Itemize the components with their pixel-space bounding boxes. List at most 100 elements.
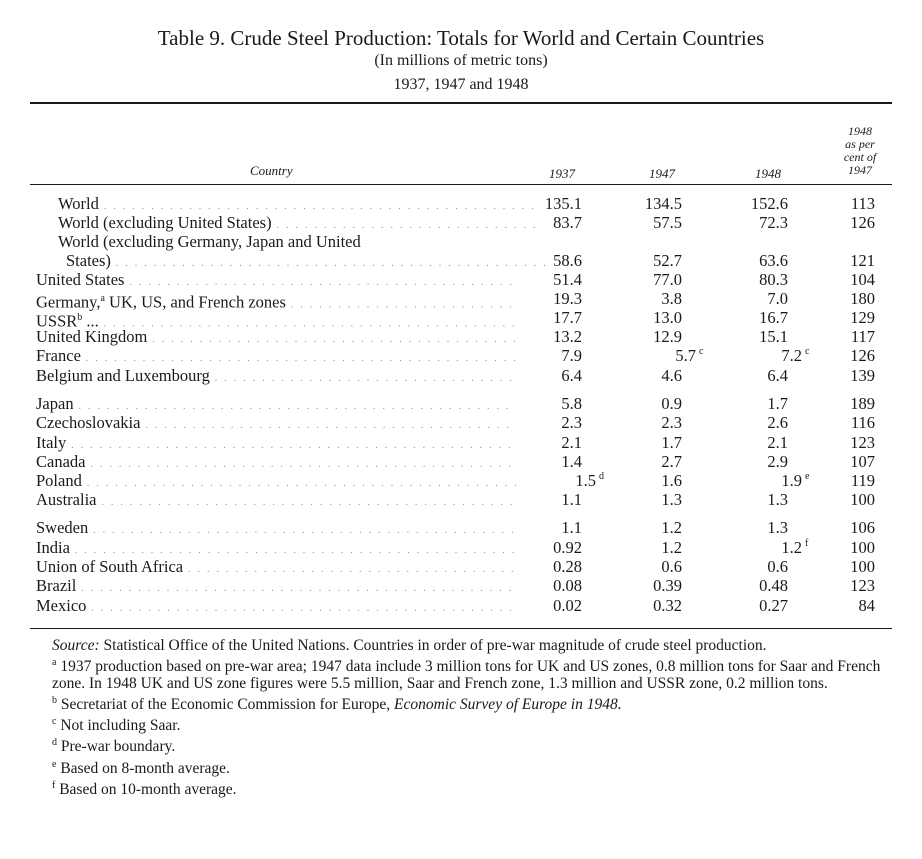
value-1948: 2.1: [718, 433, 788, 452]
value-1937-text: 1.4: [561, 452, 582, 471]
country-cell: Union of South Africa . . . . . . . . . …: [36, 557, 516, 579]
source-text: Statistical Office of the United Nations…: [99, 637, 767, 654]
value-1948-text: 7.2: [781, 346, 802, 365]
country-cell: Poland . . . . . . . . . . . . . . . . .…: [36, 471, 516, 493]
value-1948-text: 6.4: [767, 366, 788, 385]
value-1937: 6.4: [512, 366, 582, 385]
top-rule: [30, 102, 892, 104]
value-1947: 1.3: [612, 490, 682, 509]
table-row: Union of South Africa . . . . . . . . . …: [0, 557, 922, 576]
leader-dots: . . . . . . . . . . . . . . . . . . . . …: [276, 219, 538, 231]
country-name: Japan: [36, 394, 74, 413]
value-1947: 0.32: [612, 596, 682, 615]
country-cell: Japan . . . . . . . . . . . . . . . . . …: [36, 394, 516, 416]
value-percent-text: 100: [850, 490, 875, 509]
country-name: United Kingdom: [36, 327, 148, 346]
leader-dots: . . . . . . . . . . . . . . . . . . . . …: [145, 419, 516, 431]
value-percent-text: 189: [850, 394, 875, 413]
country-name-continued: States) . . . . . . . . . . . . . . . . …: [66, 251, 546, 273]
value-1947-text: 1.7: [661, 433, 682, 452]
value-1937: 83.7: [512, 213, 582, 232]
country-cell: World (excluding Germany, Japan and Unit…: [58, 232, 538, 251]
value-1948-text: 72.3: [759, 213, 788, 232]
value-percent: 126: [805, 213, 875, 232]
value-1948: 15.1: [718, 327, 788, 346]
country-cell: Italy . . . . . . . . . . . . . . . . . …: [36, 433, 516, 455]
value-percent-text: 126: [850, 213, 875, 232]
value-1947: 1.2: [612, 538, 682, 557]
value-percent: 113: [805, 194, 875, 213]
value-1947: 57.5: [612, 213, 682, 232]
value-1947-text: 2.3: [661, 413, 682, 432]
value-1947-text: 2.7: [661, 452, 682, 471]
table-row: Brazil . . . . . . . . . . . . . . . . .…: [0, 576, 922, 595]
value-1947: 12.9: [612, 327, 682, 346]
value-1947: 134.5: [612, 194, 682, 213]
country-cell: United Kingdom . . . . . . . . . . . . .…: [36, 327, 516, 349]
value-1937-text: 0.08: [553, 576, 582, 595]
value-1947-text: 1.3: [661, 490, 682, 509]
value-1947-text: 52.7: [653, 251, 682, 270]
leader-dots: . . . . . . . . . . . . . . . . . . . . …: [103, 200, 538, 212]
leader-dots: . . . . . . . . . . . . . . . . . . . . …: [101, 496, 516, 508]
value-percent-text: 104: [850, 270, 875, 289]
value-percent: 139: [805, 366, 875, 385]
value-1937-text: 0.92: [553, 538, 582, 557]
country-name-rest: UK, US, and French zones: [104, 292, 286, 312]
header-1947: 1947: [649, 166, 675, 181]
value-1947: 52.7: [612, 251, 682, 270]
value-1937: 13.2: [512, 327, 582, 346]
value-1937: 19.3: [512, 289, 582, 308]
table-row: Mexico . . . . . . . . . . . . . . . . .…: [0, 596, 922, 615]
leader-dots: . . . . . . . . . . . . . . . . . . . . …: [93, 524, 516, 536]
table-row: World . . . . . . . . . . . . . . . . . …: [0, 194, 922, 213]
value-1937-text: 19.3: [553, 289, 582, 308]
country-cell: Germany,a UK, US, and French zones . . .…: [36, 289, 516, 315]
value-1937-text: 51.4: [553, 270, 582, 289]
value-percent: 189: [805, 394, 875, 413]
footnote-mark: c: [805, 346, 810, 357]
footnote-mark: a: [52, 657, 57, 668]
value-1948: 63.6: [718, 251, 788, 270]
country-name: Czechoslovakia: [36, 413, 141, 432]
value-1937-text: 58.6: [553, 251, 582, 270]
table-row: World (excluding United States) . . . . …: [0, 213, 922, 232]
value-1948: 1.3: [718, 490, 788, 509]
header-1948: 1948: [755, 166, 781, 181]
leader-dots: . . . . . . . . . . . . . . . . . . . . …: [85, 352, 516, 364]
footnote-f: f Based on 10-month average.: [32, 777, 894, 798]
value-1948: 2.6: [718, 413, 788, 432]
country-cell: Sweden . . . . . . . . . . . . . . . . .…: [36, 518, 516, 540]
value-1947: 0.9: [612, 394, 682, 413]
leader-dots: . . . . . . . . . . . . . . . . . . . . …: [103, 317, 516, 330]
footnote-text: Based on 8-month average.: [56, 759, 230, 777]
footnote-a: a 1937 production based on pre-war area;…: [32, 654, 894, 692]
footnote-d: d Pre-war boundary.: [32, 734, 894, 755]
footnote-mark: d: [599, 471, 604, 482]
value-1937: 51.4: [512, 270, 582, 289]
value-1948: 6.4: [718, 366, 788, 385]
leader-dots: . . . . . . . . . . . . . . . . . . . . …: [91, 602, 516, 614]
value-1947-text: 4.6: [661, 366, 682, 385]
value-1937-text: 13.2: [553, 327, 582, 346]
value-1948: 152.6: [718, 194, 788, 213]
value-1947-text: 12.9: [653, 327, 682, 346]
value-1947: 2.3: [612, 413, 682, 432]
value-1948-text: 1.9: [781, 471, 802, 490]
value-1948-text: 0.6: [767, 557, 788, 576]
value-percent: 100: [805, 490, 875, 509]
table-row: United States . . . . . . . . . . . . . …: [0, 270, 922, 289]
value-1948: 72.3: [718, 213, 788, 232]
value-1937: 1.1: [512, 518, 582, 537]
value-1937: 17.7: [512, 308, 582, 327]
value-1948: 16.7: [718, 308, 788, 327]
header-percent-line: 1947: [848, 163, 872, 177]
footnote-text: 1937 production based on pre-war area; 1…: [52, 658, 881, 693]
country-name: Poland: [36, 471, 82, 490]
table-years: 1937, 1947 and 1948: [393, 76, 529, 93]
value-1947: 0.6: [612, 557, 682, 576]
table-row: Italy . . . . . . . . . . . . . . . . . …: [0, 433, 922, 452]
value-1948: 1.2 f: [732, 538, 816, 557]
value-percent-text: 107: [850, 452, 875, 471]
country-name: World: [58, 194, 99, 213]
